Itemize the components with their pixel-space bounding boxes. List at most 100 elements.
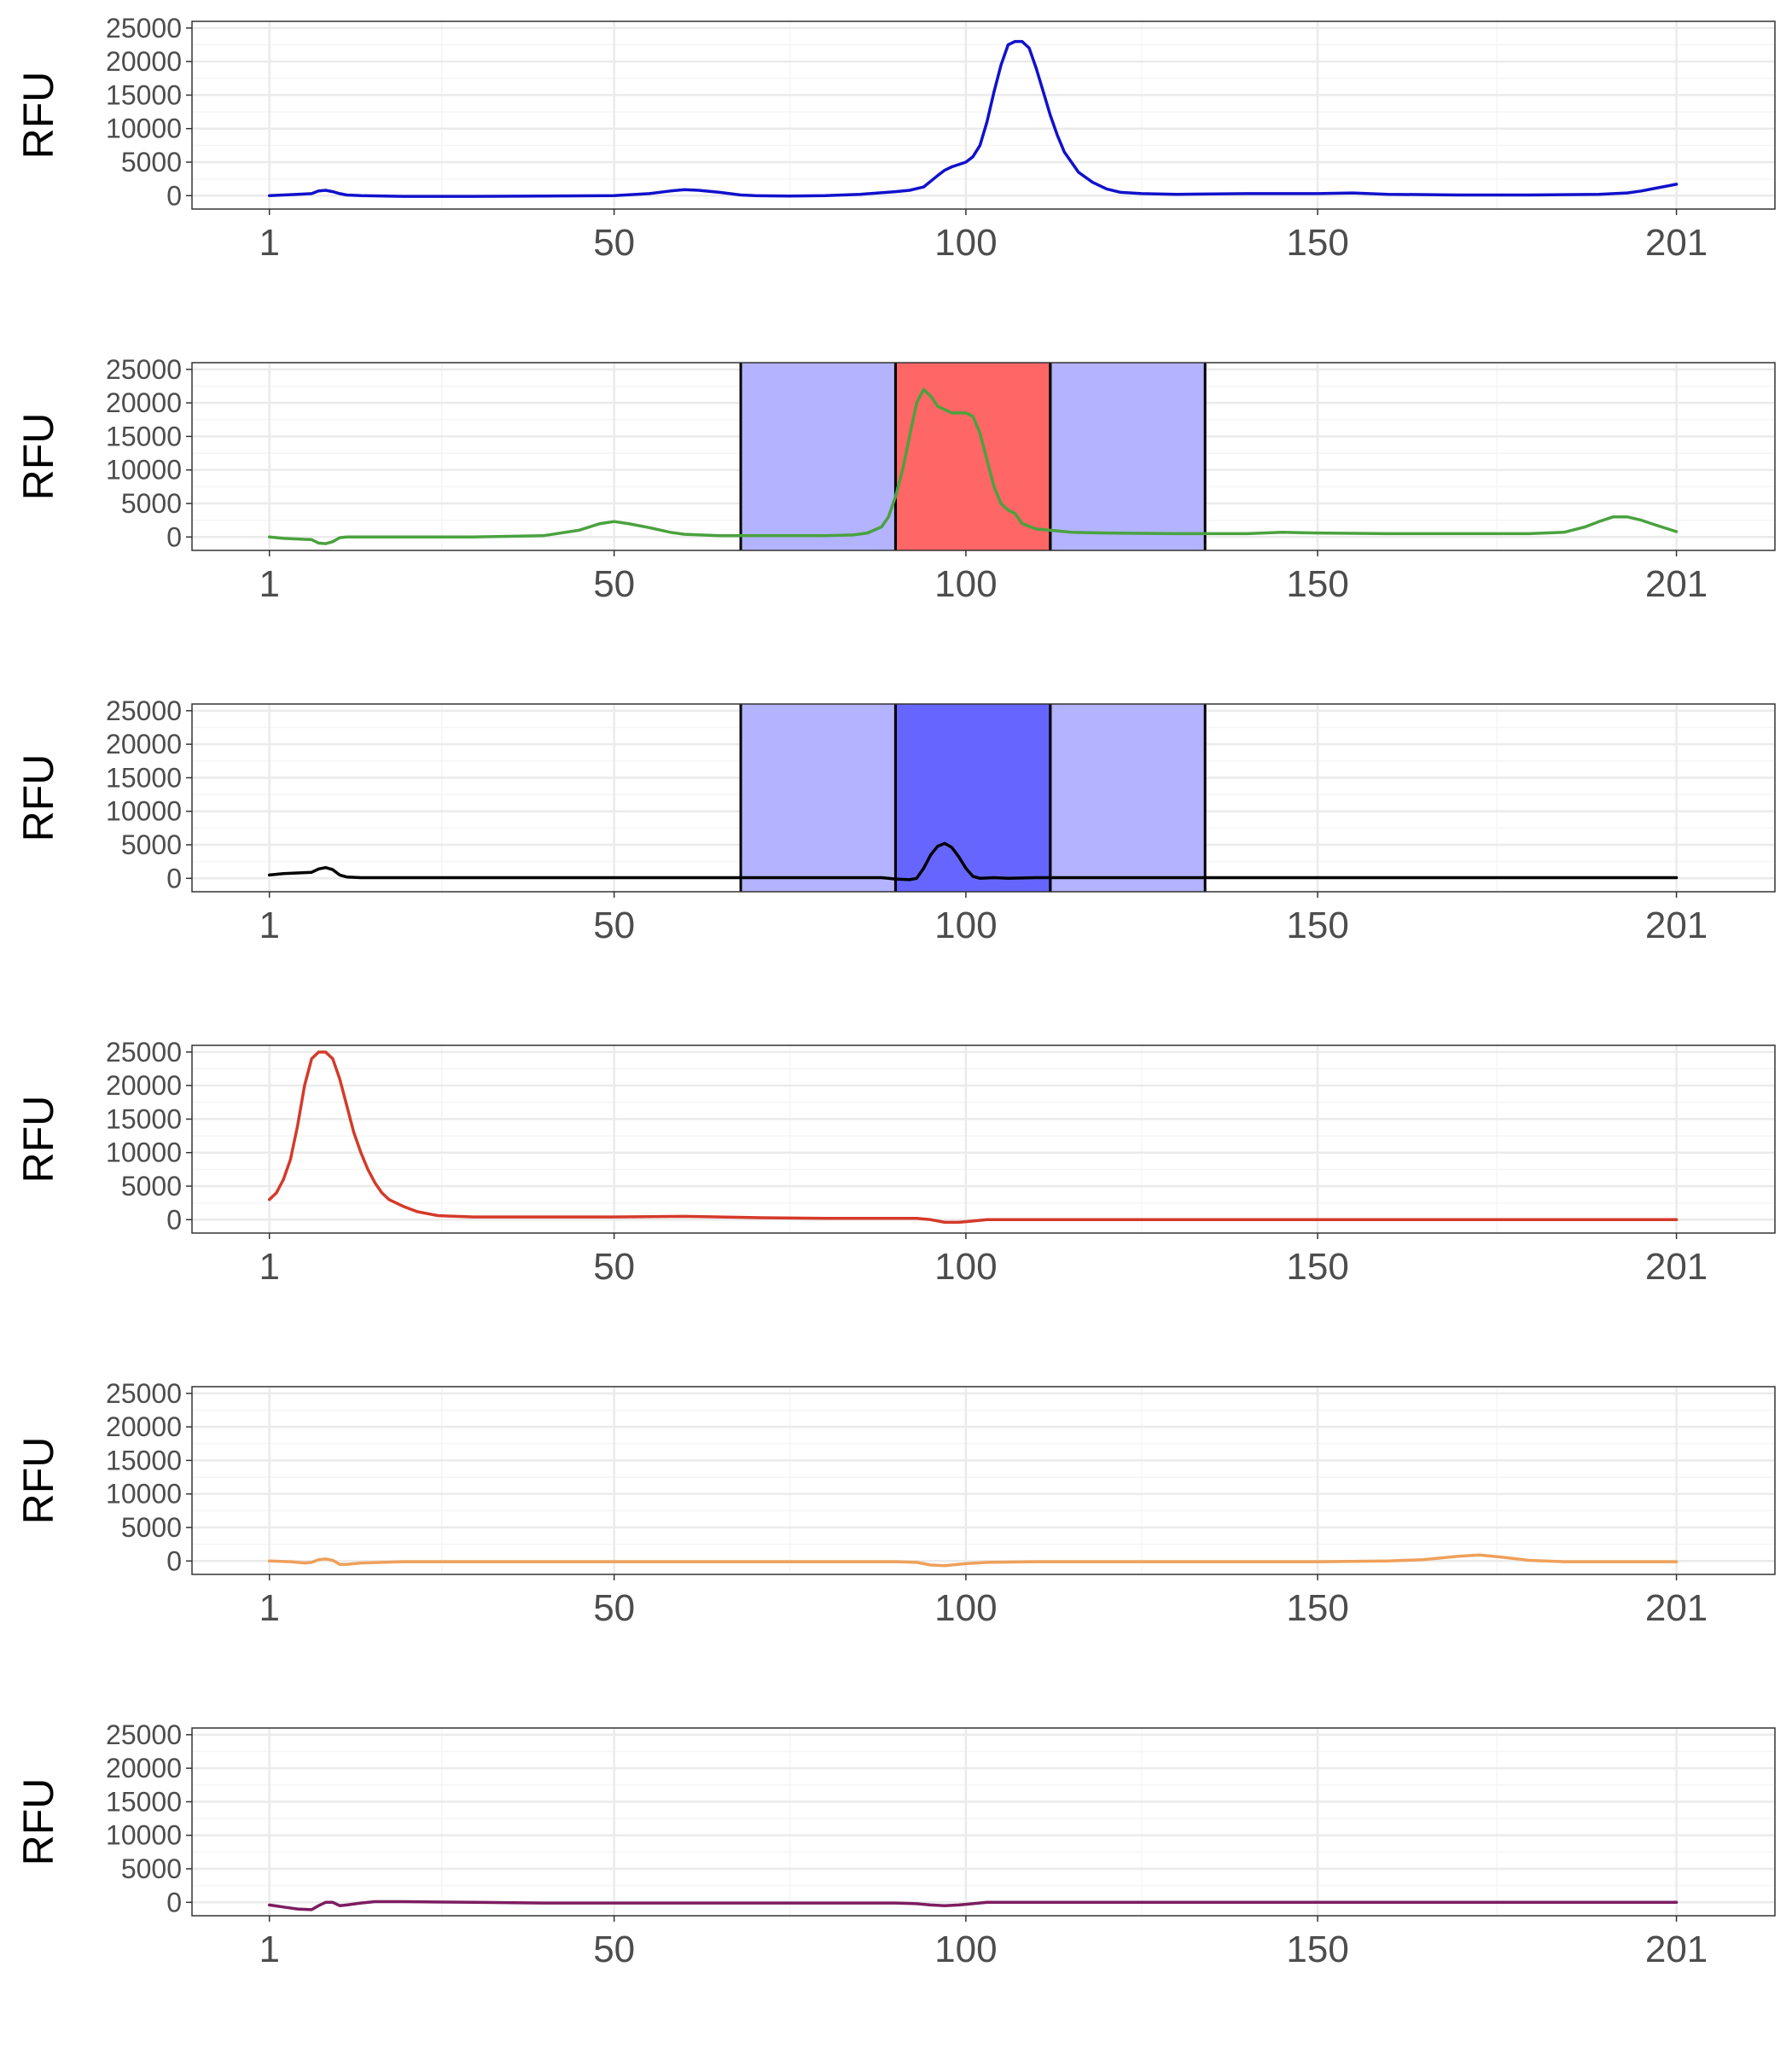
panel-border: [191, 362, 1776, 551]
y-axis-title: RFU: [15, 754, 62, 842]
x-tick-label: 201: [1645, 222, 1708, 264]
y-tick-label: 15000: [106, 1103, 182, 1134]
y-tick-label: 0: [166, 863, 182, 893]
panel-border: [191, 703, 1776, 893]
x-tick-label: 201: [1645, 1246, 1708, 1288]
panel-background: [192, 21, 1775, 209]
x-tick-label: 50: [593, 563, 635, 605]
y-tick-label: 25000: [106, 354, 182, 385]
y-tick-label: 0: [166, 1545, 182, 1576]
panel-background: [192, 1045, 1775, 1233]
region-flank: [741, 363, 896, 550]
x-tick-label: 150: [1286, 1929, 1348, 1970]
panel-border: [191, 1727, 1776, 1917]
x-tick-label: 100: [934, 222, 997, 264]
y-tick-label: 5000: [121, 488, 182, 519]
y-axis-title: RFU: [15, 413, 62, 501]
y-tick-label: 15000: [106, 79, 182, 110]
y-tick-label: 25000: [106, 1378, 182, 1409]
x-tick-label: 201: [1645, 563, 1708, 605]
y-tick-label: 10000: [106, 1820, 182, 1851]
y-tick-label: 20000: [106, 729, 182, 759]
x-tick-label: 50: [593, 1587, 635, 1629]
y-tick-label: 15000: [106, 421, 182, 451]
panel-background: [192, 1387, 1775, 1574]
x-tick-label: 50: [593, 1246, 635, 1288]
y-tick-label: 10000: [106, 796, 182, 827]
y-tick-label: 15000: [106, 762, 182, 793]
x-tick-label: 1: [259, 905, 279, 946]
series-line-1: [267, 1553, 1679, 1568]
y-tick-label: 10000: [106, 1137, 182, 1168]
x-tick-label: 100: [934, 1929, 997, 1970]
series-line-1: [267, 1050, 1679, 1225]
panel-border: [191, 1386, 1776, 1575]
region-flank: [1050, 363, 1206, 550]
y-tick-label: 5000: [121, 1512, 182, 1543]
x-tick-label: 201: [1645, 1929, 1708, 1970]
y-tick-label: 25000: [106, 1719, 182, 1750]
y-axis-title: RFU: [15, 72, 62, 160]
region-flank: [741, 704, 896, 892]
region-flank: [1050, 704, 1206, 892]
x-tick-label: 201: [1645, 905, 1708, 946]
y-tick-label: 15000: [106, 1445, 182, 1475]
x-tick-label: 150: [1286, 905, 1348, 946]
series-line-1: [267, 39, 1679, 198]
y-tick-label: 20000: [106, 46, 182, 77]
series-line-1: [267, 1900, 1679, 1911]
x-tick-label: 150: [1286, 222, 1348, 264]
y-tick-label: 0: [166, 1887, 182, 1917]
x-tick-label: 100: [934, 1587, 997, 1629]
x-tick-label: 150: [1286, 563, 1348, 605]
x-tick-label: 201: [1645, 1587, 1708, 1629]
y-tick-label: 0: [166, 180, 182, 211]
panel-border: [191, 1044, 1776, 1234]
series-line-1: [267, 841, 1679, 881]
x-tick-label: 100: [934, 563, 997, 605]
y-tick-label: 15000: [106, 1786, 182, 1817]
y-tick-label: 25000: [106, 695, 182, 726]
x-tick-label: 150: [1286, 1587, 1348, 1629]
series-line-1: [267, 387, 1679, 545]
x-tick-label: 1: [259, 1587, 279, 1629]
y-tick-label: 5000: [121, 147, 182, 177]
y-tick-label: 20000: [106, 1753, 182, 1783]
y-tick-label: 0: [166, 521, 182, 552]
y-tick-label: 5000: [121, 829, 182, 860]
x-tick-label: 1: [259, 1929, 279, 1970]
y-tick-label: 0: [166, 1204, 182, 1235]
y-tick-label: 5000: [121, 1171, 182, 1201]
panel-background: [192, 1728, 1775, 1916]
y-tick-label: 25000: [106, 1037, 182, 1068]
x-tick-label: 50: [593, 905, 635, 946]
y-tick-label: 20000: [106, 1411, 182, 1442]
region-center-blue: [895, 704, 1050, 892]
y-tick-label: 10000: [106, 113, 182, 144]
y-axis-title: RFU: [15, 1437, 62, 1525]
x-tick-label: 1: [259, 563, 279, 605]
x-tick-label: 150: [1286, 1246, 1348, 1288]
y-tick-label: 5000: [121, 1853, 182, 1884]
region-center-red: [895, 363, 1050, 550]
x-tick-label: 100: [934, 1246, 997, 1288]
x-tick-label: 1: [259, 1246, 279, 1288]
panel-border: [191, 20, 1776, 210]
y-tick-label: 20000: [106, 1070, 182, 1101]
y-tick-label: 10000: [106, 455, 182, 486]
y-axis-title: RFU: [15, 1096, 62, 1184]
y-axis-title: RFU: [15, 1778, 62, 1866]
y-tick-label: 10000: [106, 1479, 182, 1510]
y-tick-label: 25000: [106, 13, 182, 44]
y-tick-label: 20000: [106, 387, 182, 418]
x-tick-label: 50: [593, 1929, 635, 1970]
x-tick-label: 100: [934, 905, 997, 946]
x-tick-label: 50: [593, 222, 635, 264]
